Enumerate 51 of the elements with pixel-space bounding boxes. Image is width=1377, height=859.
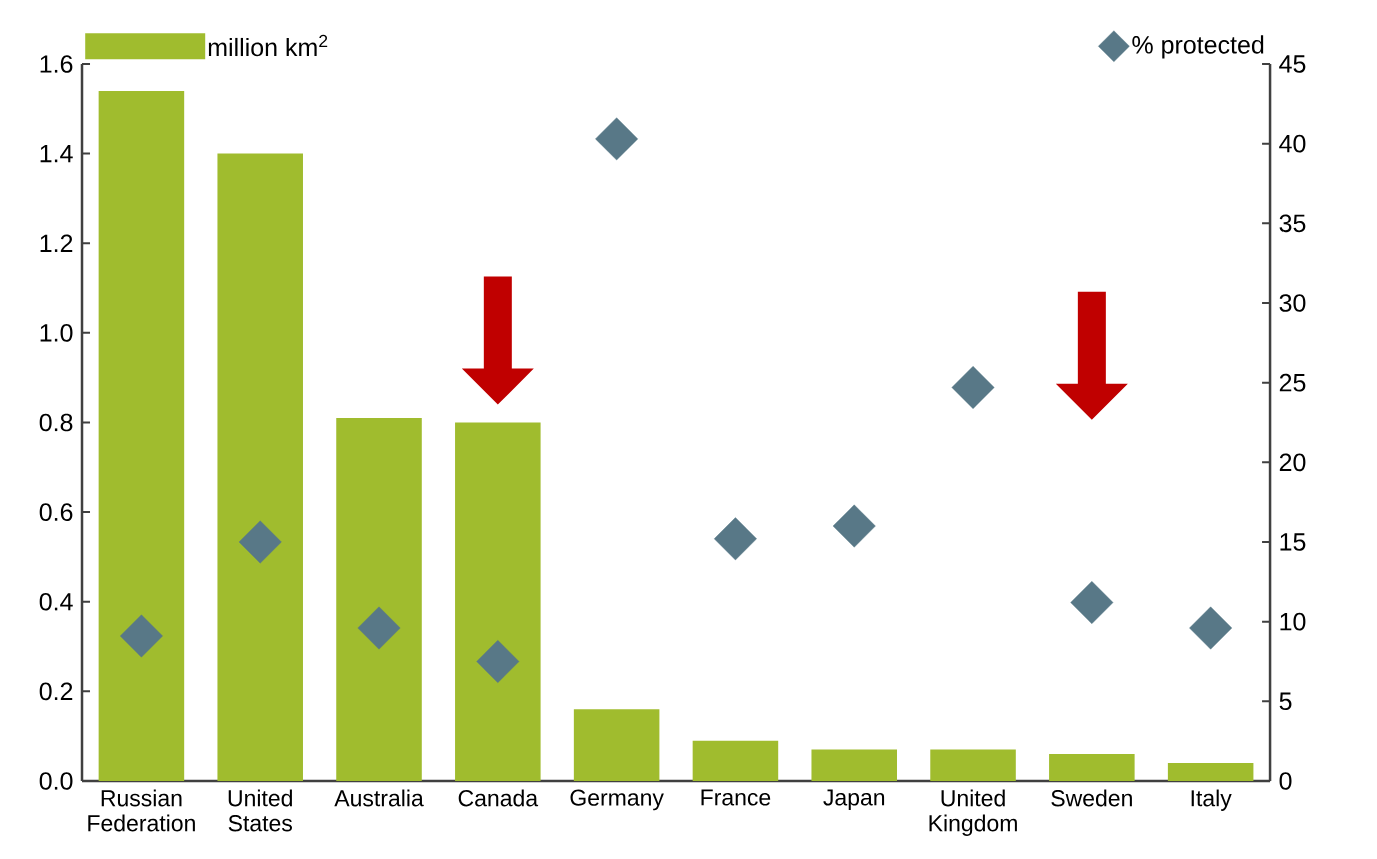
y-tick-label: 1.0 bbox=[40, 324, 73, 342]
y2-tick-label: 25 bbox=[1279, 373, 1306, 392]
bar bbox=[692, 740, 779, 781]
y-tick-label: 1.2 bbox=[40, 234, 73, 252]
y-tick-label: 1.4 bbox=[40, 145, 73, 163]
bar bbox=[811, 749, 898, 781]
x-tick-label: Germany bbox=[570, 789, 664, 811]
point bbox=[238, 520, 282, 564]
x-tick-label: Canada bbox=[458, 789, 539, 807]
bar bbox=[455, 422, 541, 781]
x-tick-label: United Kingdom bbox=[929, 789, 1017, 836]
y-tick-label: 0.0 bbox=[39, 772, 73, 790]
bar bbox=[336, 418, 422, 781]
x-tick-label: Russian Federation bbox=[88, 789, 195, 832]
point bbox=[1070, 581, 1114, 624]
x-tick-label: Japan bbox=[823, 789, 885, 811]
point bbox=[476, 640, 520, 683]
y-tick-label: 0.8 bbox=[39, 413, 73, 432]
point bbox=[832, 504, 876, 548]
y-tick-label: 0.6 bbox=[39, 503, 73, 521]
y2-tick-label: 45 bbox=[1279, 55, 1306, 73]
point bbox=[1189, 606, 1233, 650]
y2-tick-label: 35 bbox=[1279, 214, 1306, 233]
y2-tick-label: 15 bbox=[1280, 533, 1306, 551]
y2-tick-label: 10 bbox=[1280, 612, 1306, 631]
y-tick-label: 0.4 bbox=[39, 592, 73, 611]
x-tick-label: France bbox=[701, 789, 771, 806]
legend-label: % protected bbox=[1132, 35, 1264, 59]
point bbox=[120, 614, 163, 658]
x-tick-label: Australia bbox=[334, 789, 424, 807]
y-tick-label: 0.2 bbox=[39, 682, 73, 701]
y2-tick-label: 30 bbox=[1279, 294, 1306, 312]
x-tick-label: United States bbox=[228, 789, 292, 832]
point bbox=[714, 517, 757, 561]
y2-tick-label: 40 bbox=[1279, 134, 1306, 153]
point bbox=[951, 366, 995, 409]
y2-tick-label: 5 bbox=[1279, 692, 1292, 711]
bar bbox=[98, 90, 185, 781]
bar bbox=[217, 153, 303, 781]
point bbox=[595, 117, 639, 161]
legend-label: million km$^{2}$ bbox=[208, 34, 328, 57]
x-tick-label: Italy bbox=[1191, 789, 1232, 811]
x-tick-label: Sweden bbox=[1051, 789, 1132, 807]
point bbox=[357, 606, 401, 650]
bar bbox=[930, 749, 1016, 781]
y2-tick-label: 20 bbox=[1279, 453, 1306, 472]
bar bbox=[1167, 763, 1254, 781]
y-tick-label: 1.6 bbox=[40, 55, 73, 73]
bar bbox=[1049, 754, 1135, 781]
bar bbox=[573, 709, 660, 781]
y2-tick-label: 0 bbox=[1279, 772, 1292, 790]
